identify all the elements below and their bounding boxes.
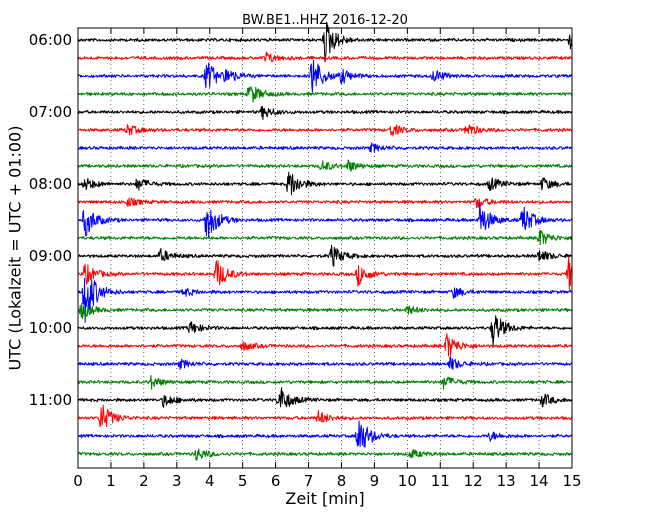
chart-title: BW.BE1..HHZ 2016-12-20: [242, 13, 408, 28]
trace-0900: [77, 244, 573, 267]
trace-1000: [77, 315, 573, 346]
trace-0945: [77, 302, 573, 319]
trace-0630: [77, 59, 573, 93]
trace-1145: [77, 448, 573, 461]
x-tick-label: 0: [73, 472, 83, 490]
trace-1130: [77, 420, 573, 448]
trace-0615: [77, 51, 573, 63]
y-axis-title: UTC (Lokalzeit = UTC + 01:00): [6, 126, 25, 371]
x-tick-label: 8: [337, 472, 347, 490]
trace-0700: [77, 106, 573, 120]
y-tick-label: 10:00: [29, 319, 72, 337]
y-tick-label: 11:00: [29, 391, 72, 409]
x-tick-label: 14: [530, 472, 549, 490]
x-tick-label: 12: [464, 472, 483, 490]
x-tick-label: 3: [172, 472, 182, 490]
trace-0815: [77, 197, 573, 209]
trace-0845: [77, 230, 573, 245]
y-tick-label: 08:00: [29, 175, 72, 193]
trace-0645: [77, 86, 573, 103]
trace-0800: [77, 171, 573, 196]
trace-0830: [77, 202, 573, 239]
trace-1115: [77, 404, 573, 428]
x-tick-label: 11: [431, 472, 450, 490]
x-tick-label: 5: [238, 472, 248, 490]
x-tick-label: 15: [562, 472, 581, 490]
x-tick-label: 6: [271, 472, 281, 490]
trace-0715: [77, 124, 573, 137]
x-tick-label: 10: [398, 472, 417, 490]
trace-1030: [78, 356, 573, 370]
y-tick-label: 06:00: [29, 31, 72, 49]
trace-1045: [77, 375, 573, 390]
x-tick-label: 9: [370, 472, 380, 490]
trace-1100: [77, 387, 573, 408]
x-tick-label: 1: [106, 472, 116, 490]
grid: [78, 28, 572, 468]
x-tick-label: 4: [205, 472, 215, 490]
trace-0745: [77, 159, 573, 172]
ticks: 0 1 2 3 4 5 6 7 8 9 10 11 12 13 14 1506:0007:0008:0009:…: [29, 28, 582, 490]
y-tick-label: 09:00: [29, 247, 72, 265]
x-axis-title: Zeit [min]: [285, 489, 364, 508]
trace-0730: [77, 142, 573, 153]
trace-0915: [77, 255, 573, 291]
x-tick-label: 13: [497, 472, 516, 490]
trace-0930: [77, 277, 573, 323]
plot-frame: [77, 27, 573, 469]
trace-1015: [77, 333, 573, 357]
x-tick-label: 2: [139, 472, 149, 490]
traces: [77, 21, 573, 461]
x-tick-label: 7: [304, 472, 314, 490]
y-tick-label: 07:00: [29, 103, 72, 121]
trace-0600: [77, 21, 573, 63]
